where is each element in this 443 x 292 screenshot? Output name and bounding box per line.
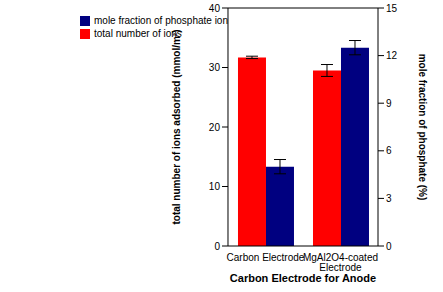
svg-text:0: 0 (386, 241, 392, 252)
svg-text:Carbon Electrode for Anode: Carbon Electrode for Anode (230, 272, 376, 284)
svg-text:20: 20 (209, 122, 221, 133)
svg-text:12: 12 (386, 50, 398, 61)
svg-text:Carbon Electrode: Carbon Electrode (227, 252, 305, 263)
svg-text:MgAl2O4-coatedElectrode: MgAl2O4-coatedElectrode (303, 252, 378, 273)
svg-text:15: 15 (386, 3, 398, 14)
svg-text:0: 0 (214, 241, 220, 252)
html-text:total number of ions: total number of ions (94, 28, 182, 39)
svg-text:10: 10 (209, 181, 221, 192)
svg-text:6: 6 (386, 145, 392, 156)
html-text:mole fraction of phosphate ion: mole fraction of phosphate ion (94, 15, 228, 26)
svg-text:3: 3 (386, 193, 392, 204)
svg-text:40: 40 (209, 3, 221, 14)
svg-text:mole fraction of phosphate (%): mole fraction of phosphate (%) (417, 54, 428, 201)
svg-text:30: 30 (209, 62, 221, 73)
svg-text:total number of ions adsorbed: total number of ions adsorbed (mmol/m²) (171, 29, 182, 224)
svg-text:9: 9 (386, 98, 392, 109)
